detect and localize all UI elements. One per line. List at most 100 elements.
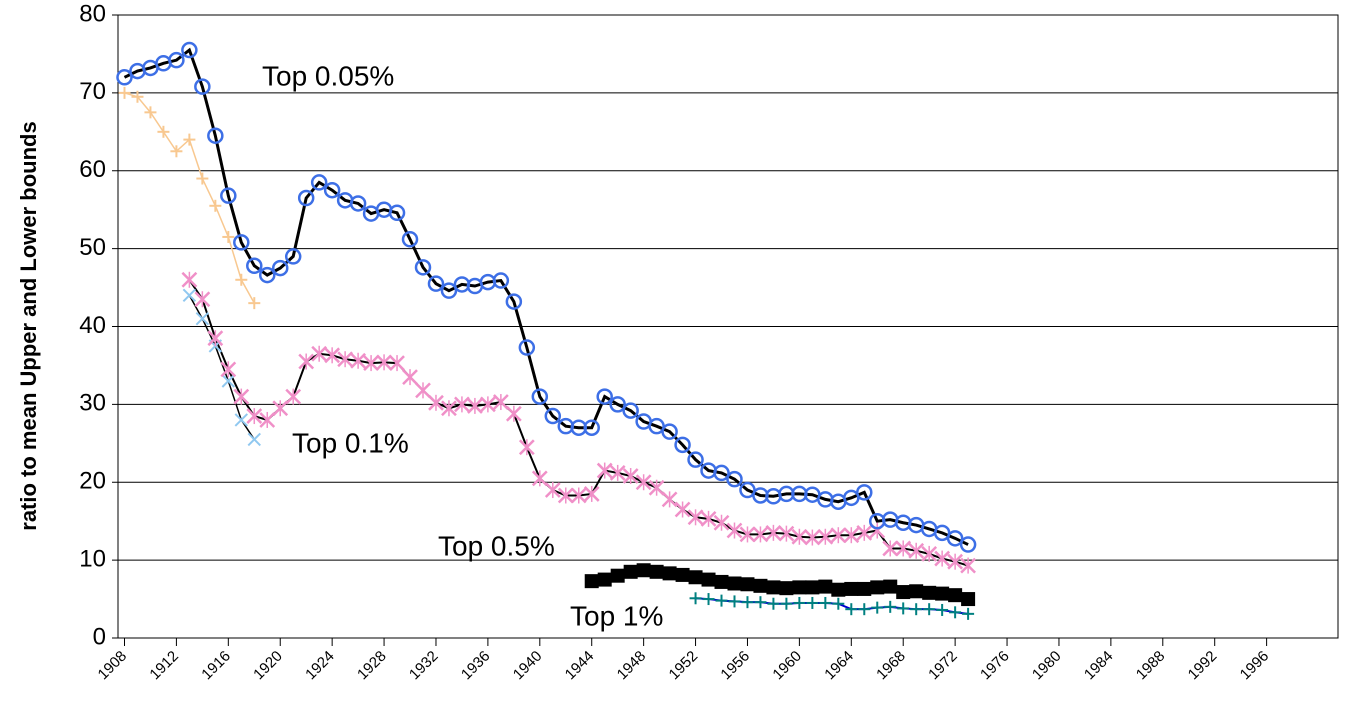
data-point — [818, 579, 833, 594]
data-point — [856, 484, 873, 501]
data-point — [207, 127, 224, 144]
marker-square — [922, 585, 937, 600]
x-tick-label: 1944 — [562, 648, 598, 684]
y-tick-label: 80 — [79, 0, 106, 27]
marker-square — [662, 566, 677, 581]
data-point — [402, 369, 418, 386]
marker-square — [714, 574, 729, 589]
data-point — [908, 542, 925, 559]
x-tick-label: 1924 — [302, 648, 338, 684]
marker-square — [636, 563, 651, 578]
x-tick-label: 1972 — [925, 648, 961, 684]
data-point — [427, 275, 445, 292]
x-tick-label: 1964 — [821, 648, 857, 684]
data-point — [831, 582, 846, 597]
data-point — [804, 529, 821, 546]
y-tick-label: 20 — [79, 468, 106, 495]
x-tick-label: 1984 — [1081, 648, 1117, 684]
data-point — [181, 41, 198, 59]
data-point — [222, 230, 235, 243]
data-point — [144, 106, 157, 119]
data-point — [883, 579, 898, 594]
data-point — [793, 596, 806, 609]
data-point — [584, 574, 599, 589]
data-point — [949, 606, 962, 619]
series-line — [123, 47, 969, 546]
data-point — [415, 382, 431, 399]
data-point — [662, 566, 677, 581]
data-point — [870, 580, 885, 595]
data-point — [858, 603, 871, 616]
data-point — [856, 524, 873, 541]
marker-circle — [181, 41, 198, 59]
data-point — [531, 470, 548, 487]
y-tick-label: 70 — [79, 78, 106, 105]
marker-square — [883, 579, 898, 594]
marker-circle — [531, 388, 549, 405]
marker-circle — [959, 536, 977, 553]
data-point — [806, 596, 819, 609]
x-tick-label: 1916 — [198, 648, 234, 684]
data-point — [817, 528, 834, 545]
data-point — [233, 388, 250, 405]
data-point — [752, 526, 769, 543]
marker-stroke — [234, 413, 249, 427]
data-point — [298, 353, 315, 370]
data-point — [713, 464, 730, 482]
marker-circle — [622, 402, 639, 419]
data-point — [194, 78, 211, 95]
data-point — [622, 468, 639, 485]
marker-square — [935, 586, 950, 601]
data-point — [871, 601, 884, 614]
annotation: Top 1% — [570, 600, 663, 631]
marker-circle — [427, 275, 445, 292]
x-tick-label: 1992 — [1185, 648, 1221, 684]
data-point — [687, 509, 704, 526]
marker-circle — [349, 195, 367, 212]
data-point — [674, 436, 691, 454]
marker-circle — [271, 259, 289, 277]
marker-circle — [609, 396, 626, 413]
data-point — [272, 400, 289, 417]
data-point — [544, 482, 561, 499]
x-tick-label: 1952 — [666, 648, 702, 684]
data-point — [246, 257, 263, 275]
data-point — [118, 86, 131, 99]
data-point — [363, 355, 379, 372]
marker-square — [792, 580, 807, 595]
data-point — [183, 133, 196, 146]
x-tick-label: 1976 — [977, 648, 1013, 684]
data-point — [233, 234, 250, 251]
marker-square — [909, 584, 924, 599]
data-point — [597, 572, 612, 587]
data-point — [739, 526, 756, 543]
data-point — [767, 597, 780, 610]
marker-circle — [310, 174, 328, 191]
data-point — [702, 593, 715, 606]
marker-circle — [220, 187, 237, 204]
data-point — [440, 282, 458, 299]
data-point — [234, 413, 249, 427]
marker-circle — [246, 257, 263, 275]
x-tick-label: 1940 — [510, 648, 546, 684]
marker-square — [779, 581, 794, 596]
data-point — [661, 423, 678, 440]
data-point — [248, 297, 261, 310]
marker-square — [701, 572, 716, 587]
data-point — [557, 487, 574, 504]
x-tick-label: 1936 — [458, 648, 494, 684]
x-tick-label: 1996 — [1237, 648, 1273, 684]
data-point — [830, 527, 847, 544]
data-point — [715, 594, 728, 607]
marker-circle — [207, 127, 224, 144]
data-point — [832, 597, 845, 610]
data-point — [726, 470, 743, 488]
data-point — [207, 330, 224, 347]
data-point — [947, 553, 964, 570]
data-point — [583, 485, 600, 502]
marker-circle — [116, 69, 133, 86]
data-point — [428, 394, 444, 411]
x-tick-label: 1968 — [873, 648, 909, 684]
data-point — [570, 487, 587, 504]
